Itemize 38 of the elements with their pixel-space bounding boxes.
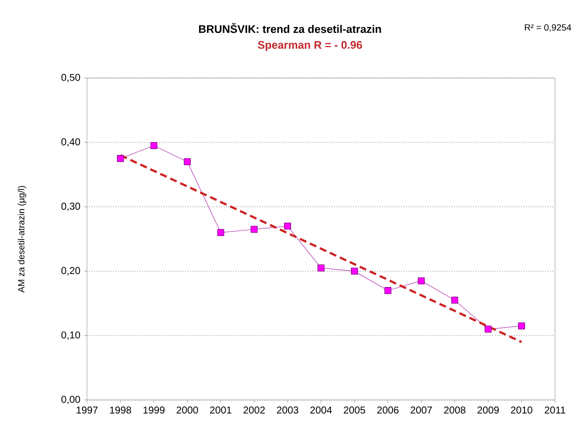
x-tick-label: 2011 xyxy=(544,406,566,414)
x-tick-label: 2008 xyxy=(444,406,466,414)
point xyxy=(518,322,526,330)
x-tick-label: 2006 xyxy=(377,406,399,414)
point xyxy=(451,296,458,304)
y-tick-label: 0,20 xyxy=(61,267,80,276)
x-tick-label: 2002 xyxy=(244,406,265,414)
x-tick-label: 1999 xyxy=(144,406,165,414)
x-tick-label: 1997 xyxy=(76,406,98,414)
x-tick-label: 2009 xyxy=(478,406,499,414)
x-tick-label: 2010 xyxy=(510,406,532,414)
point xyxy=(217,229,224,236)
x-tick-label: 2007 xyxy=(410,406,432,414)
point xyxy=(116,155,124,162)
point xyxy=(418,277,425,284)
y-tick-label: 0,00 xyxy=(61,396,80,404)
y-tick-label: 0,10 xyxy=(61,331,80,340)
y-tick-label: 0,40 xyxy=(61,138,80,147)
point xyxy=(484,326,492,333)
y-axis-title: AM za desetil-atrazin (µg/l) xyxy=(18,186,26,293)
y-tick-label: 0,30 xyxy=(61,202,80,211)
point xyxy=(184,158,191,166)
y-tick-label: 0,50 xyxy=(61,74,80,82)
x-tick-label: 2004 xyxy=(310,406,332,414)
point xyxy=(284,222,292,230)
point xyxy=(318,264,324,272)
point xyxy=(250,226,258,233)
x-tick-label: 2003 xyxy=(276,406,298,414)
chart-subtitle: Spearman R = - 0.96 xyxy=(258,41,362,51)
x-tick-label: 2000 xyxy=(176,406,198,414)
point xyxy=(350,268,358,275)
point xyxy=(384,287,392,294)
text: R² = 0,9254 xyxy=(524,24,572,32)
point xyxy=(150,142,158,150)
chart-title: BRUNŠVIK: trend za desetil-atrazin xyxy=(199,23,381,33)
x-tick-label: 1998 xyxy=(110,406,132,414)
x-tick-label: 2001 xyxy=(210,406,232,414)
x-tick-label: 2005 xyxy=(344,406,366,414)
